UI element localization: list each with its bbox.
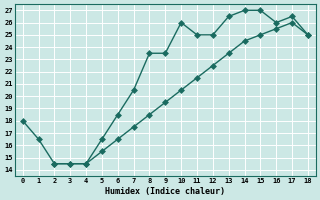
- X-axis label: Humidex (Indice chaleur): Humidex (Indice chaleur): [105, 187, 225, 196]
